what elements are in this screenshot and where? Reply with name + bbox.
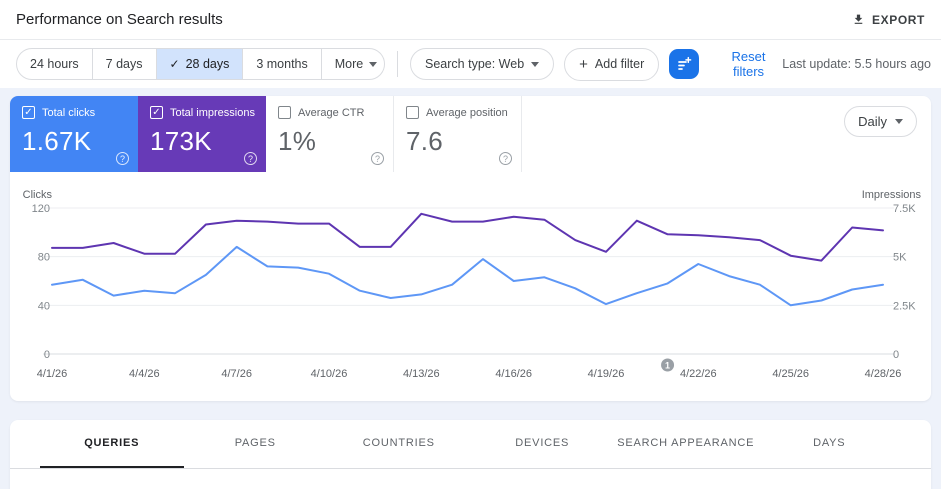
add-filter-button[interactable]: + Add filter: [564, 47, 660, 81]
main-content: ✓ Total clicks 1.67K ? ✓ Total impressio…: [0, 88, 941, 489]
dimension-tabs: QUERIES PAGES COUNTRIES DEVICES SEARCH A…: [10, 420, 931, 469]
x-axis-tick: 4/19/26: [588, 368, 625, 380]
metric-value: 1%: [278, 126, 317, 156]
left-axis-label: Clicks: [23, 189, 53, 201]
left-axis-tick: 0: [44, 349, 50, 361]
dimensions-card: QUERIES PAGES COUNTRIES DEVICES SEARCH A…: [10, 420, 931, 489]
chevron-down-icon: [531, 61, 540, 67]
tab-search-appearance[interactable]: SEARCH APPEARANCE: [617, 437, 755, 449]
metric-label: Average CTR: [298, 106, 365, 119]
x-axis-tick: 4/13/26: [403, 368, 440, 380]
tab-queries[interactable]: QUERIES: [40, 420, 184, 468]
chevron-down-icon: [369, 61, 378, 67]
metric-label: Total clicks: [42, 106, 96, 119]
filter-sparkle-icon: [676, 56, 692, 72]
smart-filter-button[interactable]: [669, 49, 699, 79]
x-axis-tick: 4/16/26: [495, 368, 532, 380]
x-axis-tick: 4/28/26: [865, 368, 902, 380]
performance-chart[interactable]: 0 40 80 120 0 2.5K 5K 7.5K Clicks Impressions 4/1/…: [10, 185, 931, 390]
metric-average-ctr[interactable]: Average CTR 1% ?: [266, 96, 394, 172]
right-axis-label: Impressions: [862, 189, 922, 201]
series-total-impressions: [51, 212, 884, 262]
metric-value: 7.6: [406, 126, 444, 156]
last-update-text: Last update: 5.5 hours ago: [782, 57, 931, 71]
right-axis-tick: 0: [893, 349, 899, 361]
checkbox-average-position[interactable]: [406, 106, 419, 119]
x-axis-tick: 4/25/26: [772, 368, 809, 380]
metric-average-position[interactable]: Average position 7.6 ?: [394, 96, 522, 172]
tab-countries[interactable]: COUNTRIES: [362, 437, 435, 449]
date-range-28-days[interactable]: ✓ 28 days: [155, 49, 243, 79]
metric-value: 1.67K: [22, 126, 92, 156]
series-total-clicks: [51, 245, 884, 307]
metric-total-clicks[interactable]: ✓ Total clicks 1.67K ?: [10, 96, 138, 172]
export-label: EXPORT: [872, 12, 925, 27]
metric-label: Total impressions: [170, 106, 255, 119]
tab-devices[interactable]: DEVICES: [515, 437, 570, 449]
download-icon: [852, 13, 865, 26]
x-axis-tick: 4/10/26: [311, 368, 348, 380]
page-title: Performance on Search results: [16, 11, 223, 28]
help-icon[interactable]: ?: [116, 152, 129, 165]
metric-label: Average position: [426, 106, 508, 119]
filter-bar: 24 hours 7 days ✓ 28 days 3 months More …: [0, 40, 941, 88]
top-header: Performance on Search results EXPORT: [0, 0, 941, 40]
help-icon[interactable]: ?: [244, 152, 257, 165]
help-icon[interactable]: ?: [371, 152, 384, 165]
search-type-filter[interactable]: Search type: Web: [410, 48, 555, 80]
granularity-dropdown[interactable]: Daily: [844, 106, 917, 137]
right-axis-tick: 7.5K: [893, 203, 916, 215]
divider: [397, 51, 399, 77]
x-axis-tick: 4/22/26: [680, 368, 717, 380]
chevron-down-icon: [895, 119, 903, 124]
export-button[interactable]: EXPORT: [852, 13, 925, 27]
date-range-7-days[interactable]: 7 days: [91, 49, 156, 79]
performance-card: ✓ Total clicks 1.67K ? ✓ Total impressio…: [10, 96, 931, 401]
checkbox-total-clicks[interactable]: ✓: [22, 106, 35, 119]
metric-total-impressions[interactable]: ✓ Total impressions 173K ?: [138, 96, 266, 172]
tab-days[interactable]: DAYS: [813, 437, 846, 449]
left-axis-tick: 80: [38, 252, 50, 264]
date-range-selector: 24 hours 7 days ✓ 28 days 3 months More: [16, 48, 386, 80]
metric-tiles: ✓ Total clicks 1.67K ? ✓ Total impressio…: [10, 96, 931, 172]
metric-value: 173K: [150, 126, 212, 156]
x-axis-tick: 4/7/26: [221, 368, 252, 380]
x-axis-tick: 4/1/26: [37, 368, 68, 380]
chart-svg[interactable]: 0 40 80 120 0 2.5K 5K 7.5K Clicks Impressions 4/1/…: [10, 185, 931, 390]
reset-filters-link[interactable]: Reset filters: [715, 49, 783, 79]
left-axis-tick: 120: [32, 203, 50, 215]
tab-pages[interactable]: PAGES: [234, 437, 276, 449]
right-axis-tick: 5K: [893, 252, 907, 264]
date-range-24-hours[interactable]: 24 hours: [30, 57, 79, 71]
svg-text:1: 1: [665, 361, 670, 371]
plus-icon: +: [579, 55, 588, 73]
checkbox-average-ctr[interactable]: [278, 106, 291, 119]
x-axis-tick: 4/4/26: [129, 368, 160, 380]
checkbox-total-impressions[interactable]: ✓: [150, 106, 163, 119]
date-range-more[interactable]: More: [320, 49, 384, 79]
left-axis-tick: 40: [38, 300, 50, 312]
help-icon[interactable]: ?: [499, 152, 512, 165]
chart-annotation-marker[interactable]: 1: [661, 358, 675, 372]
check-icon: ✓: [169, 57, 180, 71]
date-range-3-months[interactable]: 3 months: [242, 49, 320, 79]
right-axis-tick: 2.5K: [893, 300, 916, 312]
